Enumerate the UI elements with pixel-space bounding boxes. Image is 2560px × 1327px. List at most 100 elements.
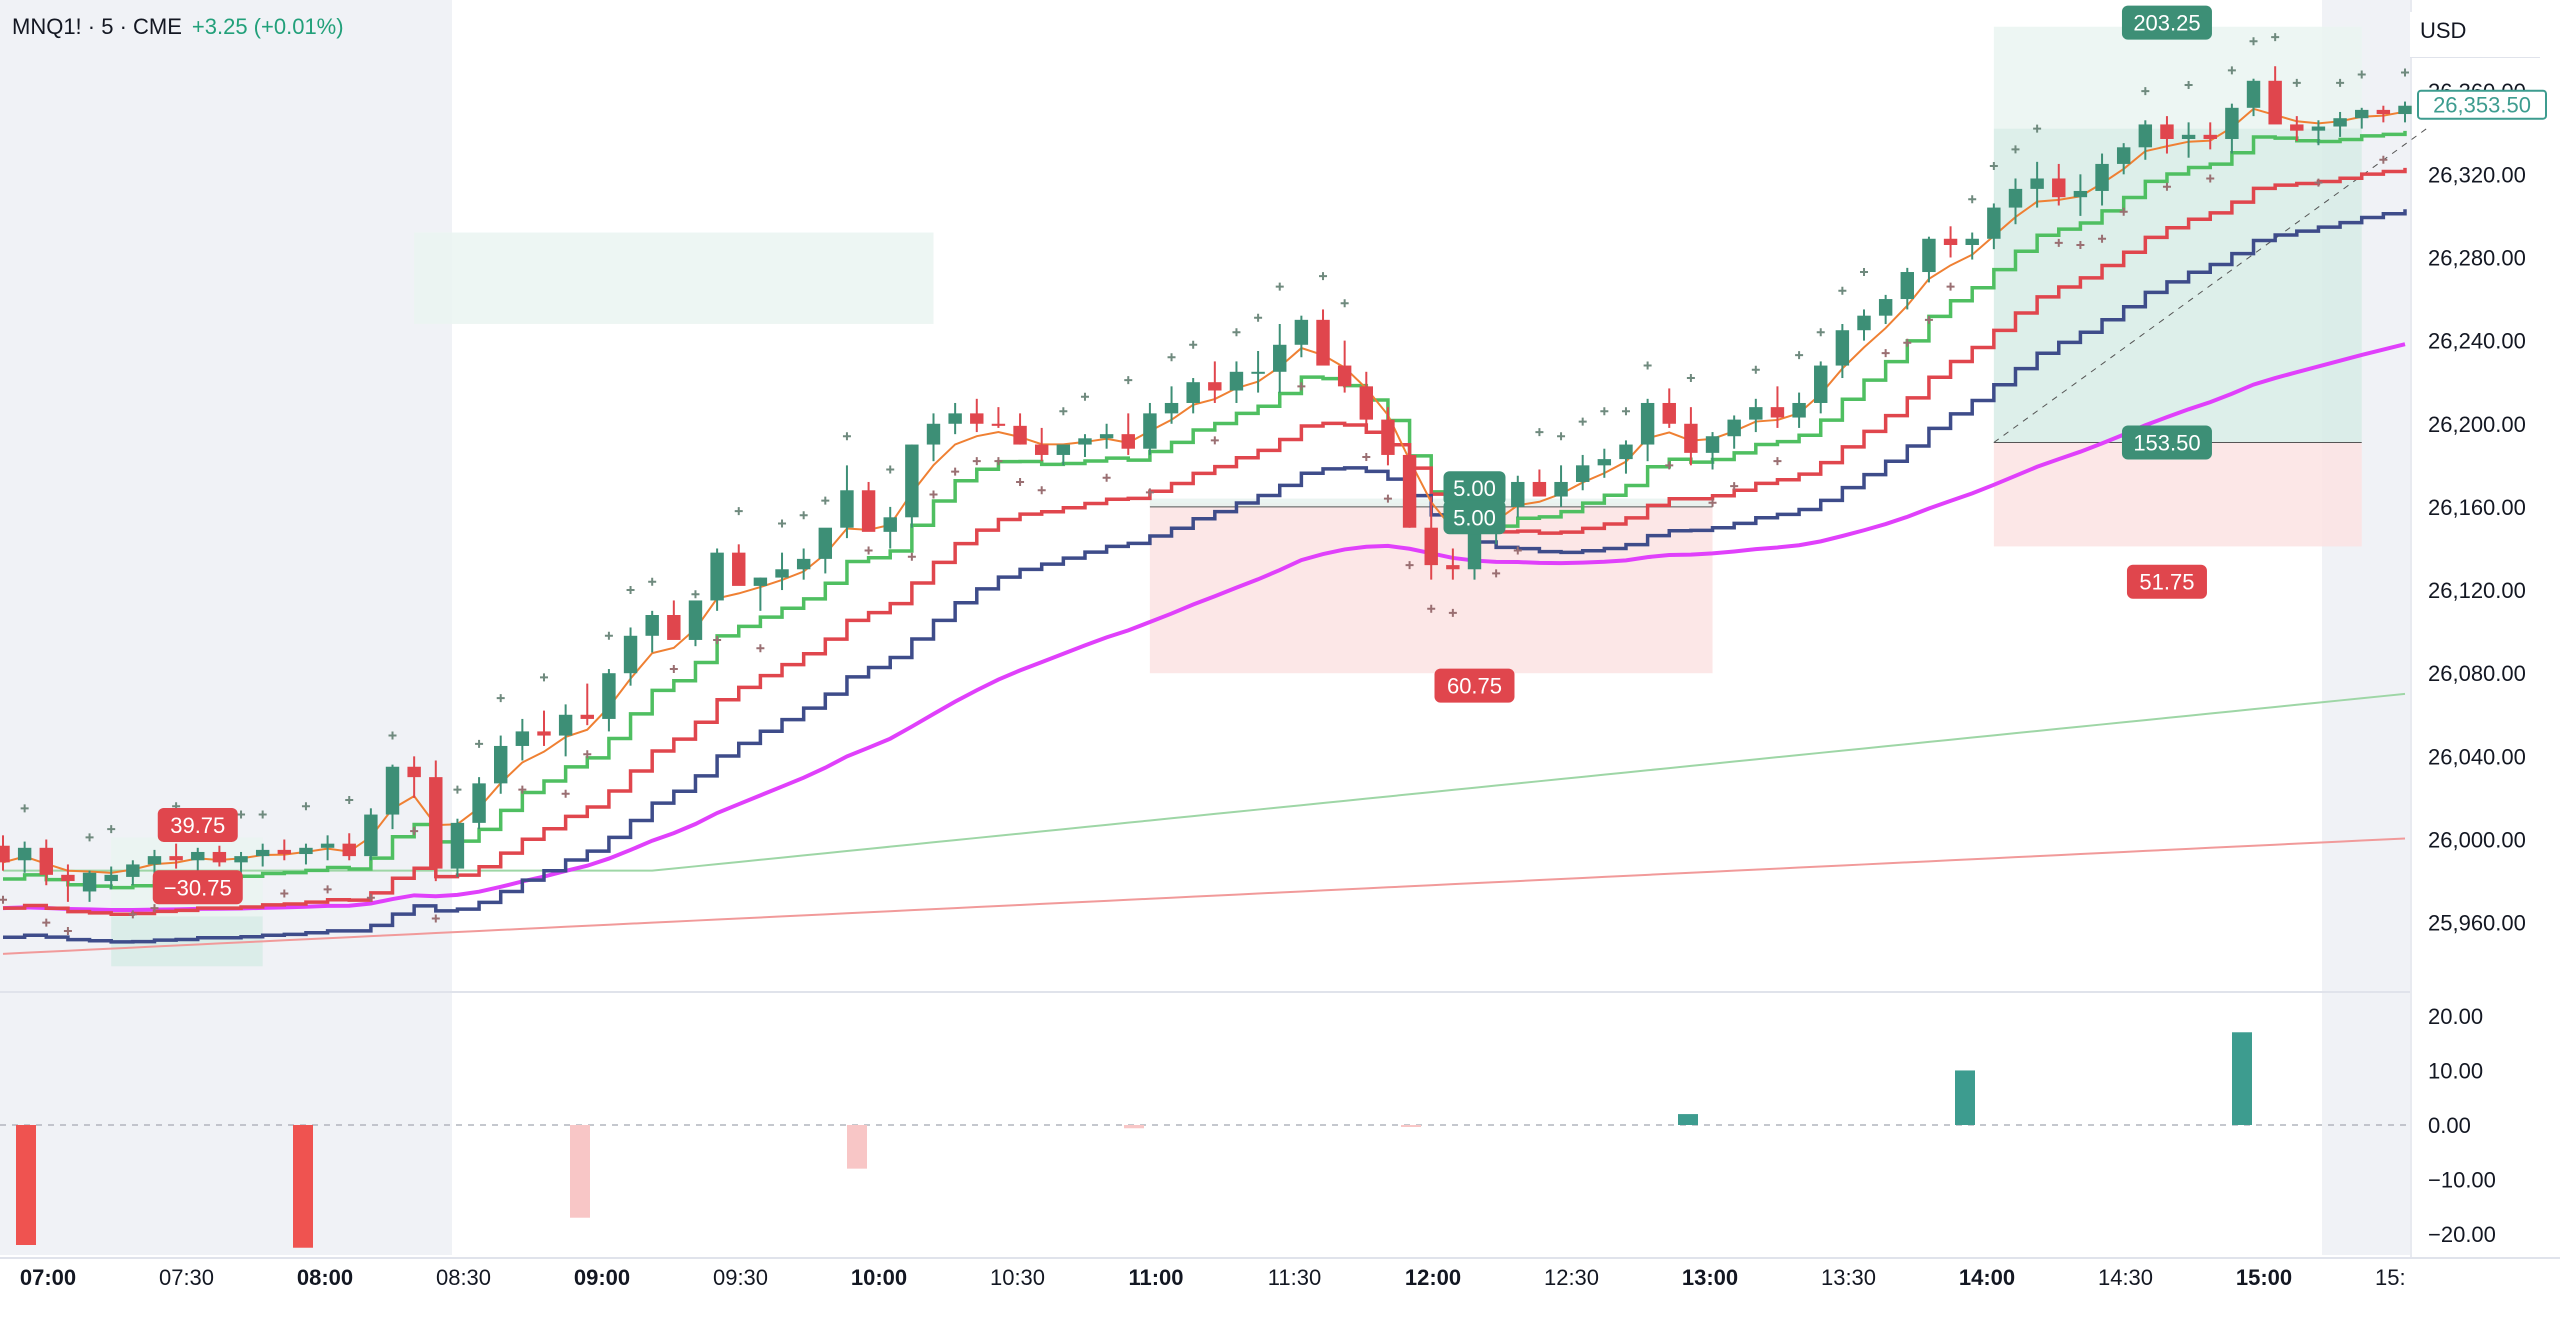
- sar-dot: [1232, 328, 1241, 337]
- candle-body: [342, 843, 356, 857]
- price-tick-label: 26,280.00: [2428, 245, 2526, 270]
- symbol-title[interactable]: MNQ1! · 5 · CME: [12, 14, 182, 39]
- candle: [1770, 386, 1785, 428]
- candle-body: [2073, 190, 2088, 198]
- sar-dot: [1968, 195, 1977, 204]
- candle-body: [1705, 436, 1720, 453]
- candle-body: [17, 847, 32, 861]
- candle-body: [1770, 407, 1785, 418]
- candle: [255, 843, 270, 867]
- candle: [1056, 444, 1071, 466]
- sar-dot: [1557, 432, 1566, 441]
- sar-dot: [2292, 78, 2301, 87]
- symbol-header: MNQ1! · 5 · CME +3.25 (+0.01%): [12, 14, 344, 40]
- histogram-tick-label: −10.00: [2428, 1168, 2496, 1193]
- candle-body: [1575, 465, 1590, 482]
- sar-dot: [2271, 33, 2280, 42]
- candle-body: [2290, 124, 2304, 131]
- sar-dot: [410, 827, 419, 836]
- candle: [364, 808, 378, 861]
- candle-body: [212, 851, 227, 863]
- candle-body: [1121, 434, 1135, 449]
- sar-dot: [323, 885, 332, 894]
- candle-body: [645, 615, 659, 636]
- time-tick-label: 08:00: [297, 1265, 353, 1290]
- candle: [2116, 143, 2131, 175]
- histogram-bar: [2232, 1032, 2252, 1125]
- sar-dot: [648, 577, 657, 586]
- position-labels: 39.75 −30.75 5.00 5.00 60.75 203.25 153.50 51.7…: [152, 5, 2212, 905]
- candle-body: [1143, 413, 1157, 449]
- candle: [623, 627, 638, 686]
- candle-body: [1099, 434, 1114, 439]
- currency-selector[interactable]: USD: [2410, 12, 2540, 58]
- position-label-text: −30.75: [164, 875, 232, 900]
- candle: [1900, 267, 1914, 310]
- histogram-bar: [1678, 1114, 1698, 1125]
- position-label-box: [157, 807, 238, 842]
- candle-body: [385, 766, 400, 815]
- candle-body: [2333, 118, 2347, 127]
- sar-dot: [1189, 340, 1198, 349]
- sar-dot: [496, 694, 505, 703]
- price-tick-label: 25,960.00: [2428, 911, 2526, 936]
- candle-body: [450, 822, 465, 869]
- sar-dot: [1860, 268, 1869, 277]
- sar-dot: [691, 590, 700, 599]
- sar-dot: [150, 904, 159, 913]
- sar-dot: [1037, 486, 1046, 495]
- candle: [1749, 398, 1763, 433]
- time-tick-label: 07:00: [20, 1265, 76, 1290]
- candle-body: [2095, 163, 2109, 191]
- candle: [407, 756, 421, 798]
- sar-dot: [2076, 241, 2085, 249]
- price-axis[interactable]: 26,360.0026,320.0026,280.0026,240.0026,2…: [2417, 79, 2547, 1247]
- price-tick-label: 26,160.00: [2428, 495, 2526, 520]
- sar-dot: [107, 825, 116, 834]
- time-axis[interactable]: 07:00 07:30 08:00 08:30 09:00 09:30 10:00 10:30…: [20, 1265, 2406, 1290]
- candle: [429, 760, 443, 882]
- candle-body: [537, 731, 551, 736]
- candle: [39, 839, 53, 886]
- candle: [1294, 315, 1309, 358]
- candle: [1446, 548, 1460, 580]
- candle: [1511, 475, 1525, 518]
- candle: [1013, 413, 1027, 445]
- sar-dot: [128, 910, 137, 919]
- position-label-profit: 5.00: [1443, 471, 1506, 506]
- candle: [2311, 120, 2326, 146]
- candle-body: [429, 777, 443, 869]
- candle: [1273, 323, 1287, 393]
- candle-body: [364, 814, 378, 857]
- sar-dot: [1708, 498, 1717, 507]
- candle-body: [710, 552, 724, 601]
- candle-body: [1164, 402, 1179, 414]
- candle-body: [2203, 134, 2217, 139]
- candle-body: [1294, 319, 1309, 345]
- sar-dot: [583, 750, 592, 759]
- candle: [277, 839, 292, 861]
- sar-dot: [1102, 473, 1111, 482]
- candle: [2160, 116, 2174, 154]
- candle: [104, 866, 118, 890]
- histogram-bar: [293, 1125, 313, 1248]
- sar-dot: [1383, 494, 1392, 503]
- candle-body: [1186, 382, 1200, 403]
- candle-body: [861, 490, 876, 532]
- sar-dot: [669, 665, 678, 674]
- time-tick-label: 09:00: [574, 1265, 630, 1290]
- candle-body: [2268, 80, 2282, 125]
- projection-line: [1993, 128, 2427, 443]
- sar-dot: [1016, 477, 1025, 486]
- sar-dot: [626, 586, 635, 595]
- sar-dot: [972, 457, 981, 466]
- time-tick-label: 11:30: [1268, 1265, 1321, 1290]
- candle-body: [1013, 425, 1027, 445]
- sar-dot: [2357, 70, 2366, 79]
- sar-dot: [864, 546, 873, 555]
- price-tick-label: 26,120.00: [2428, 578, 2526, 603]
- position-label-box: [2126, 564, 2207, 599]
- histogram-bar: [16, 1125, 36, 1245]
- sar-dot: [842, 432, 851, 441]
